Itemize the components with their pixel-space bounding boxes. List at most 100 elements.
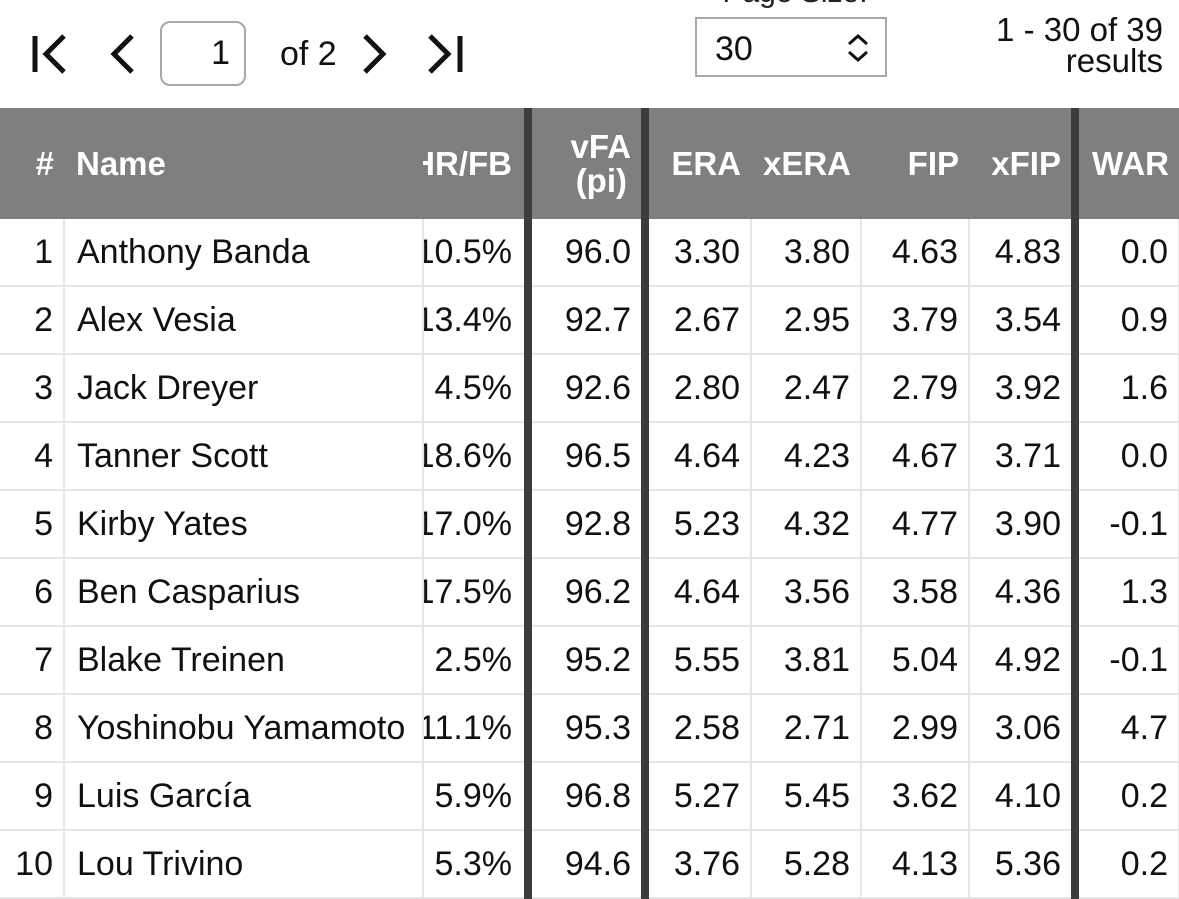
cell-xfip: 4.92 xyxy=(969,626,1079,695)
table-row[interactable]: 8 Yoshinobu Yamamoto 11.1% 95.3 2.58 2.71 2.99… xyxy=(0,694,1179,763)
column-header-hr-fb[interactable]: HR/FB xyxy=(423,108,532,219)
cell-xfip: 3.71 xyxy=(969,422,1079,491)
cell-rank: 7 xyxy=(0,626,65,695)
cell-xfip: 4.83 xyxy=(969,219,1079,287)
first-page-icon xyxy=(32,34,66,74)
cell-vfa: 96.8 xyxy=(528,762,649,831)
cell-player-name[interactable]: Yoshinobu Yamamoto xyxy=(64,694,424,763)
column-header-war[interactable]: WAR xyxy=(1075,108,1179,219)
cell-xera: 3.56 xyxy=(751,558,862,627)
cell-war: 4.7 xyxy=(1075,694,1179,763)
results-range: 1 - 30 of 39 xyxy=(996,11,1163,48)
cell-fip: 4.67 xyxy=(861,422,970,491)
column-header-rank[interactable]: # xyxy=(0,108,64,219)
cell-war: 0.2 xyxy=(1075,830,1179,899)
cell-player-name[interactable]: Anthony Banda xyxy=(64,219,424,287)
cell-xera: 2.71 xyxy=(751,694,862,763)
table-row[interactable]: 4 Tanner Scott 18.6% 96.5 4.64 4.23 4.67 3.71 0.… xyxy=(0,422,1179,491)
column-header-xfip[interactable]: xFIP xyxy=(969,108,1079,219)
next-page-icon xyxy=(363,34,387,74)
cell-rank: 1 xyxy=(0,219,65,287)
cell-war: -0.1 xyxy=(1075,490,1179,559)
last-page-button[interactable] xyxy=(424,30,468,78)
page-size-select[interactable]: 30 xyxy=(695,17,887,77)
column-header-hr-fb-text: HR/FB xyxy=(423,144,512,182)
cell-player-name[interactable]: Lou Trivino xyxy=(64,830,424,899)
table-row[interactable]: 9 Luis García 5.9% 96.8 5.27 5.45 3.62 4.10 0.2 xyxy=(0,762,1179,831)
cell-fip: 4.77 xyxy=(861,490,970,559)
cell-player-name[interactable]: Luis García xyxy=(64,762,424,831)
previous-page-button[interactable] xyxy=(100,30,144,78)
cell-xera: 2.47 xyxy=(751,354,862,423)
cell-xfip: 4.10 xyxy=(969,762,1079,831)
cell-war: 0.9 xyxy=(1075,286,1179,355)
select-updown-icon xyxy=(845,31,871,65)
cell-war: 1.3 xyxy=(1075,558,1179,627)
column-header-xera[interactable]: xERA xyxy=(751,108,861,219)
cell-fip: 4.13 xyxy=(861,830,970,899)
column-header-era[interactable]: ERA xyxy=(645,108,751,219)
cell-war: 0.0 xyxy=(1075,219,1179,287)
cell-hr-fb: 4.5% xyxy=(423,354,532,423)
cell-xera: 5.45 xyxy=(751,762,862,831)
cell-era: 2.67 xyxy=(645,286,752,355)
cell-hr-fb: 5.9% xyxy=(423,762,532,831)
cell-player-name[interactable]: Jack Dreyer xyxy=(64,354,424,423)
results-word: results xyxy=(1065,42,1163,79)
cell-player-name[interactable]: Alex Vesia xyxy=(64,286,424,355)
cell-xfip: 3.54 xyxy=(969,286,1079,355)
cell-war: 0.0 xyxy=(1075,422,1179,491)
cell-vfa: 94.6 xyxy=(528,830,649,899)
cell-rank: 2 xyxy=(0,286,65,355)
cell-era: 5.55 xyxy=(645,626,752,695)
cell-fip: 3.62 xyxy=(861,762,970,831)
cell-vfa: 96.5 xyxy=(528,422,649,491)
table-row[interactable]: 10 Lou Trivino 5.3% 94.6 3.76 5.28 4.13 5.36 0.2 xyxy=(0,830,1179,899)
table-row[interactable]: 7 Blake Treinen 2.5% 95.2 5.55 3.81 5.04 4.92 -0… xyxy=(0,626,1179,695)
cell-xfip: 4.36 xyxy=(969,558,1079,627)
cell-xfip: 3.06 xyxy=(969,694,1079,763)
cell-player-name[interactable]: Ben Casparius xyxy=(64,558,424,627)
cell-hr-fb: 13.4% xyxy=(423,286,532,355)
column-header-name[interactable]: Name xyxy=(64,108,423,219)
page-number-input[interactable] xyxy=(160,21,246,86)
next-page-button[interactable] xyxy=(353,30,397,78)
cell-player-name[interactable]: Blake Treinen xyxy=(64,626,424,695)
cell-xera: 3.80 xyxy=(751,219,862,287)
table-row[interactable]: 1 Anthony Banda 10.5% 96.0 3.30 3.80 4.63 4.83 0… xyxy=(0,219,1179,287)
cell-fip: 2.99 xyxy=(861,694,970,763)
cell-xera: 2.95 xyxy=(751,286,862,355)
stats-table: # Name HR/FB vFA(pi) ERA xERA FIP xFIP W… xyxy=(0,108,1179,899)
cell-fip: 3.79 xyxy=(861,286,970,355)
cell-era: 4.64 xyxy=(645,558,752,627)
cell-rank: 5 xyxy=(0,490,65,559)
cell-player-name[interactable]: Kirby Yates xyxy=(64,490,424,559)
cell-hr-fb: 11.1% xyxy=(423,694,532,763)
cell-fip: 3.58 xyxy=(861,558,970,627)
cell-era: 3.30 xyxy=(645,219,752,287)
cell-rank: 9 xyxy=(0,762,65,831)
cell-war: 1.6 xyxy=(1075,354,1179,423)
cell-xfip: 5.36 xyxy=(969,830,1079,899)
header-row: # Name HR/FB vFA(pi) ERA xERA FIP xFIP W… xyxy=(0,108,1179,219)
page-size-value: 30 xyxy=(715,30,753,68)
page-size-label: Page Size: xyxy=(700,0,890,8)
table-row[interactable]: 6 Ben Casparius 17.5% 96.2 4.64 3.56 3.58 4.36 1… xyxy=(0,558,1179,627)
table-row[interactable]: 5 Kirby Yates 17.0% 92.8 5.23 4.32 4.77 3.90 -0.… xyxy=(0,490,1179,559)
table-row[interactable]: 3 Jack Dreyer 4.5% 92.6 2.80 2.47 2.79 3.92 1.6 xyxy=(0,354,1179,423)
column-header-vfa[interactable]: vFA (pi) xyxy=(528,108,649,219)
cell-xfip: 3.92 xyxy=(969,354,1079,423)
cell-xera: 4.32 xyxy=(751,490,862,559)
cell-rank: 3 xyxy=(0,354,65,423)
cell-player-name[interactable]: Tanner Scott xyxy=(64,422,424,491)
cell-era: 2.58 xyxy=(645,694,752,763)
column-header-vfa-line1: vFA xyxy=(570,127,631,165)
cell-rank: 4 xyxy=(0,422,65,491)
first-page-button[interactable] xyxy=(28,30,72,78)
cell-rank: 10 xyxy=(0,830,65,899)
table-row[interactable]: 2 Alex Vesia 13.4% 92.7 2.67 2.95 3.79 3.54 0.9 xyxy=(0,286,1179,355)
cell-vfa: 92.6 xyxy=(528,354,649,423)
cell-xera: 5.28 xyxy=(751,830,862,899)
column-header-fip[interactable]: FIP xyxy=(861,108,969,219)
last-page-icon xyxy=(428,34,463,74)
